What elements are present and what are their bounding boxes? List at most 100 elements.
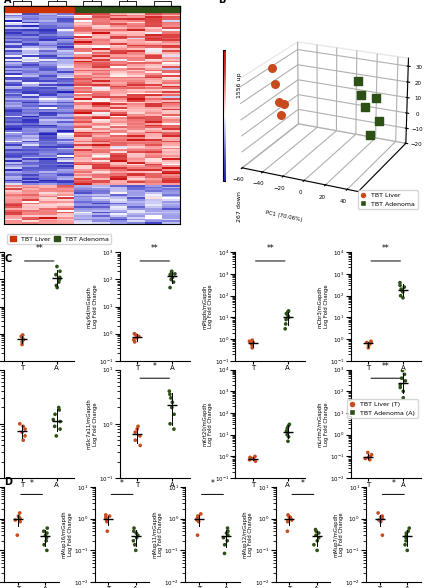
Point	[220, 533, 227, 542]
Point	[55, 278, 62, 287]
Point	[56, 405, 63, 415]
Point	[167, 390, 173, 399]
Point	[130, 523, 137, 533]
Point	[314, 546, 320, 555]
Point	[365, 343, 372, 352]
Point	[18, 332, 25, 341]
Point	[246, 336, 253, 346]
Point	[168, 266, 175, 276]
Text: C: C	[4, 253, 11, 263]
Point	[224, 523, 231, 533]
Point	[398, 285, 405, 294]
Point	[284, 423, 291, 433]
Point	[397, 280, 403, 290]
Point	[250, 454, 257, 463]
Point	[136, 332, 142, 341]
Legend: TBT Liver (T), TBT Adenoma (A): TBT Liver (T), TBT Adenoma (A)	[346, 399, 418, 418]
Point	[362, 454, 368, 463]
Point	[284, 526, 291, 536]
Point	[103, 517, 110, 526]
Point	[400, 393, 407, 403]
Point	[401, 282, 408, 292]
Point	[284, 307, 291, 316]
Text: 267 down: 267 down	[237, 192, 242, 222]
Point	[43, 533, 50, 542]
Text: *: *	[210, 479, 215, 487]
Point	[168, 403, 175, 412]
Point	[168, 275, 175, 284]
Point	[248, 454, 255, 463]
Point	[313, 530, 320, 540]
Point	[195, 512, 201, 521]
Point	[400, 293, 406, 303]
Point	[367, 452, 374, 461]
Text: **: **	[382, 245, 390, 253]
Point	[249, 343, 255, 352]
Text: *: *	[391, 479, 395, 487]
Point	[315, 529, 322, 538]
Point	[57, 425, 63, 434]
Point	[398, 285, 405, 295]
Point	[365, 453, 372, 462]
Point	[50, 415, 57, 424]
Point	[366, 455, 373, 465]
Point	[14, 530, 21, 540]
Point	[41, 540, 48, 549]
Point	[133, 529, 140, 538]
Point	[246, 455, 253, 465]
Point	[283, 426, 290, 436]
Point	[53, 270, 60, 279]
Text: **: **	[266, 245, 274, 253]
Point	[167, 393, 174, 403]
Point	[19, 340, 26, 349]
Point	[196, 517, 202, 526]
Point	[130, 526, 137, 536]
Text: *: *	[301, 479, 305, 487]
Point	[397, 278, 403, 288]
Point	[401, 370, 408, 379]
Text: D: D	[4, 477, 12, 487]
Point	[248, 339, 255, 349]
Point	[364, 448, 371, 457]
Point	[53, 431, 60, 440]
Y-axis label: mMup12/mGapdh
Log Fold Change: mMup12/mGapdh Log Fold Change	[243, 510, 253, 558]
Point	[12, 515, 19, 524]
Point	[314, 536, 321, 546]
Point	[404, 546, 411, 555]
Text: B: B	[218, 0, 225, 5]
Point	[102, 513, 109, 522]
Point	[311, 540, 317, 549]
Point	[20, 335, 27, 345]
Point	[170, 425, 177, 434]
Point	[20, 422, 26, 431]
Point	[171, 410, 178, 419]
Point	[133, 533, 140, 542]
Point	[172, 269, 178, 279]
Point	[130, 536, 137, 546]
Point	[285, 436, 292, 446]
Point	[197, 509, 204, 519]
Point	[403, 529, 410, 538]
Y-axis label: mMup11/mGapdh
Log Fold Change: mMup11/mGapdh Log Fold Change	[152, 510, 163, 558]
Y-axis label: mSlc7a11/mGapdh
Log Fold Change: mSlc7a11/mGapdh Log Fold Change	[87, 399, 98, 449]
Point	[368, 338, 374, 348]
Point	[402, 540, 408, 549]
Point	[134, 425, 141, 434]
Point	[286, 420, 293, 429]
Point	[224, 536, 231, 546]
Point	[282, 319, 289, 329]
Point	[313, 526, 320, 536]
Point	[169, 397, 176, 407]
Point	[287, 513, 294, 522]
Point	[285, 432, 292, 442]
Point	[312, 525, 319, 534]
Point	[400, 287, 406, 296]
Point	[194, 514, 201, 523]
Point	[375, 515, 382, 524]
Point	[53, 280, 60, 290]
Point	[365, 341, 372, 350]
Point	[57, 417, 63, 426]
Y-axis label: mCbr3/mGapdh
Log Fold Change: mCbr3/mGapdh Log Fold Change	[318, 285, 329, 328]
Point	[397, 291, 404, 300]
Point	[135, 422, 142, 431]
